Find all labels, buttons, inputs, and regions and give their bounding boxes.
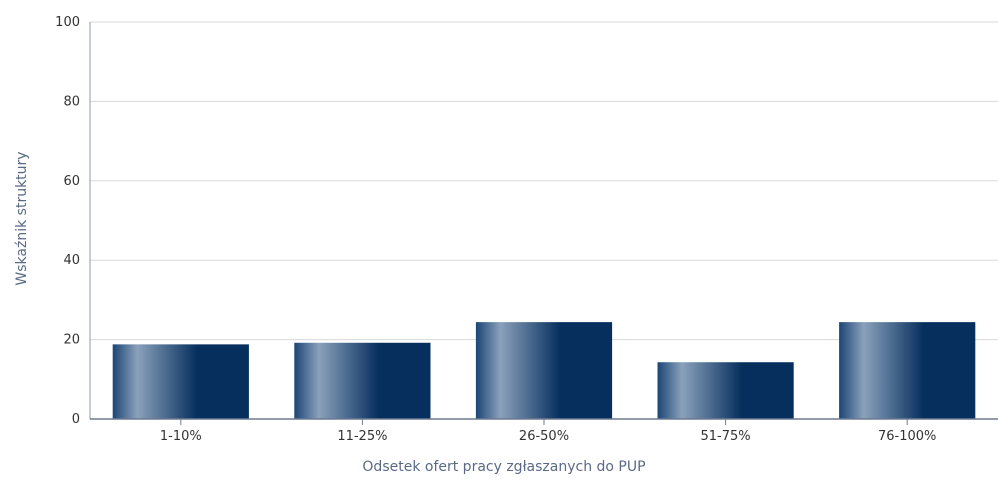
y-tick-label: 100 — [55, 15, 80, 30]
bar — [475, 322, 613, 419]
gridlines — [90, 21, 998, 341]
y-axis-ticks: 0 20 40 60 80 100 — [55, 15, 80, 427]
y-axis-title: Wskaźnik struktury — [14, 151, 30, 285]
bar — [294, 342, 431, 419]
axes — [89, 22, 998, 425]
x-tick-label: 1-10% — [160, 429, 202, 444]
bar — [839, 322, 976, 419]
x-tick-label: 51-75% — [701, 429, 751, 444]
y-tick-label: 0 — [72, 412, 80, 427]
x-tick-label: 76-100% — [878, 429, 936, 444]
x-axis-title: Odsetek ofert pracy zgłaszanych do PUP — [362, 459, 645, 475]
y-tick-label: 60 — [63, 174, 80, 189]
bars — [112, 322, 976, 419]
x-tick-label: 11-25% — [337, 429, 387, 444]
y-tick-label: 20 — [63, 333, 80, 348]
x-tick-label: 26-50% — [519, 429, 569, 444]
bar — [112, 344, 249, 419]
y-tick-label: 40 — [63, 253, 80, 268]
x-axis-ticks: 1-10% 11-25% 26-50% 51-75% 76-100% — [160, 429, 937, 444]
y-tick-label: 80 — [63, 94, 80, 109]
bar — [657, 362, 794, 419]
